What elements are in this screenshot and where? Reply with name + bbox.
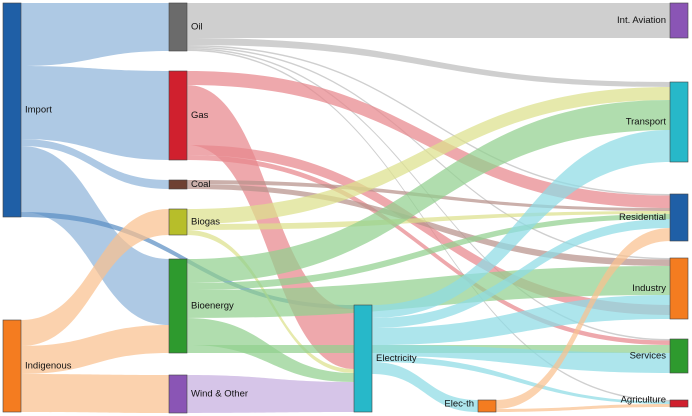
flow-import-to-coal xyxy=(21,139,169,189)
node-transport-label: Transport xyxy=(626,117,667,128)
node-wind-bar xyxy=(168,374,188,414)
node-elec_th-label: Elec-th xyxy=(444,399,474,410)
flow-electricity-to-transport xyxy=(372,130,670,318)
node-oil-label: Oil xyxy=(191,22,203,33)
flow-electricity-to-industry xyxy=(372,295,670,345)
node-biogas-label: Biogas xyxy=(191,217,220,228)
node-coal-label: Coal xyxy=(191,179,211,190)
node-wind: Wind & Other xyxy=(168,374,248,414)
node-import: Import xyxy=(2,2,52,218)
flow-biogas-to-residential xyxy=(187,211,670,230)
node-bioenergy-label: Bioenergy xyxy=(191,301,234,312)
node-transport-bar xyxy=(669,81,689,163)
flow-bioenergy-to-transport xyxy=(187,100,670,283)
flow-indigenous-to-wind xyxy=(21,374,169,413)
node-electricity: Electricity xyxy=(353,304,417,413)
flow-import-to-oil xyxy=(21,3,169,66)
flow-bioenergy-to-residential xyxy=(187,214,670,290)
node-indigenous-bar xyxy=(2,319,22,413)
node-services-label: Services xyxy=(630,351,667,362)
node-electricity-bar xyxy=(353,304,373,413)
node-oil-bar xyxy=(168,2,188,52)
node-wind-label: Wind & Other xyxy=(191,389,248,400)
node-residential-bar xyxy=(669,193,689,242)
flow-electricity-to-agriculture xyxy=(372,356,670,404)
node-indigenous-label: Indigenous xyxy=(25,361,72,372)
node-import-bar xyxy=(2,2,22,218)
node-services-bar xyxy=(669,338,689,374)
flow-electricity-to-elec_th xyxy=(372,362,478,412)
node-oil: Oil xyxy=(168,2,203,52)
flow-coal-to-industry xyxy=(187,184,670,266)
flow-elec_th-to-agriculture xyxy=(496,404,670,412)
flow-import-to-gas xyxy=(21,66,169,160)
node-elec_th-bar xyxy=(477,399,497,413)
node-elec_th: Elec-th xyxy=(444,399,497,413)
node-aviation-label: Int. Aviation xyxy=(617,15,666,26)
node-agriculture-bar xyxy=(669,399,689,408)
node-biogas: Biogas xyxy=(168,208,220,236)
node-agriculture: Agriculture xyxy=(621,395,689,408)
node-coal-bar xyxy=(168,179,188,190)
flow-electricity-to-residential xyxy=(372,219,670,328)
node-biogas-bar xyxy=(168,208,188,236)
node-electricity-label: Electricity xyxy=(376,353,417,364)
flow-elec_th-to-residential xyxy=(496,228,670,409)
flow-indigenous-to-bioenergy xyxy=(21,325,169,374)
node-industry-bar xyxy=(669,257,689,320)
node-industry: Industry xyxy=(632,257,689,320)
node-bioenergy-bar xyxy=(168,258,188,354)
node-agriculture-label: Agriculture xyxy=(621,395,666,406)
node-aviation: Int. Aviation xyxy=(617,2,689,39)
flow-gas-to-residential xyxy=(187,71,670,208)
node-import-label: Import xyxy=(25,105,52,116)
flow-oil-to-aviation xyxy=(187,3,670,38)
flow-bioenergy-to-industry xyxy=(187,266,670,318)
node-gas-bar xyxy=(168,70,188,161)
flow-biogas-to-transport xyxy=(187,87,670,224)
flow-electricity-to-services xyxy=(372,345,670,373)
node-gas: Gas xyxy=(168,70,209,161)
node-bioenergy: Bioenergy xyxy=(168,258,234,354)
node-transport: Transport xyxy=(626,81,689,163)
node-services: Services xyxy=(630,338,689,374)
node-residential: Residential xyxy=(619,193,689,242)
flow-oil-to-residential xyxy=(187,45,670,196)
node-indigenous: Indigenous xyxy=(2,319,72,413)
node-aviation-bar xyxy=(669,2,689,39)
node-industry-label: Industry xyxy=(632,283,666,294)
flow-wind-to-electricity xyxy=(187,375,354,413)
flow-oil-to-transport xyxy=(187,38,670,87)
node-gas-label: Gas xyxy=(191,110,209,121)
flow-indigenous-to-biogas xyxy=(21,209,169,346)
node-coal: Coal xyxy=(168,179,211,190)
flows-layer xyxy=(21,3,670,413)
node-residential-label: Residential xyxy=(619,212,666,223)
flow-import-to-bioenergy xyxy=(21,146,169,325)
flow-gas-to-industry xyxy=(187,145,670,315)
